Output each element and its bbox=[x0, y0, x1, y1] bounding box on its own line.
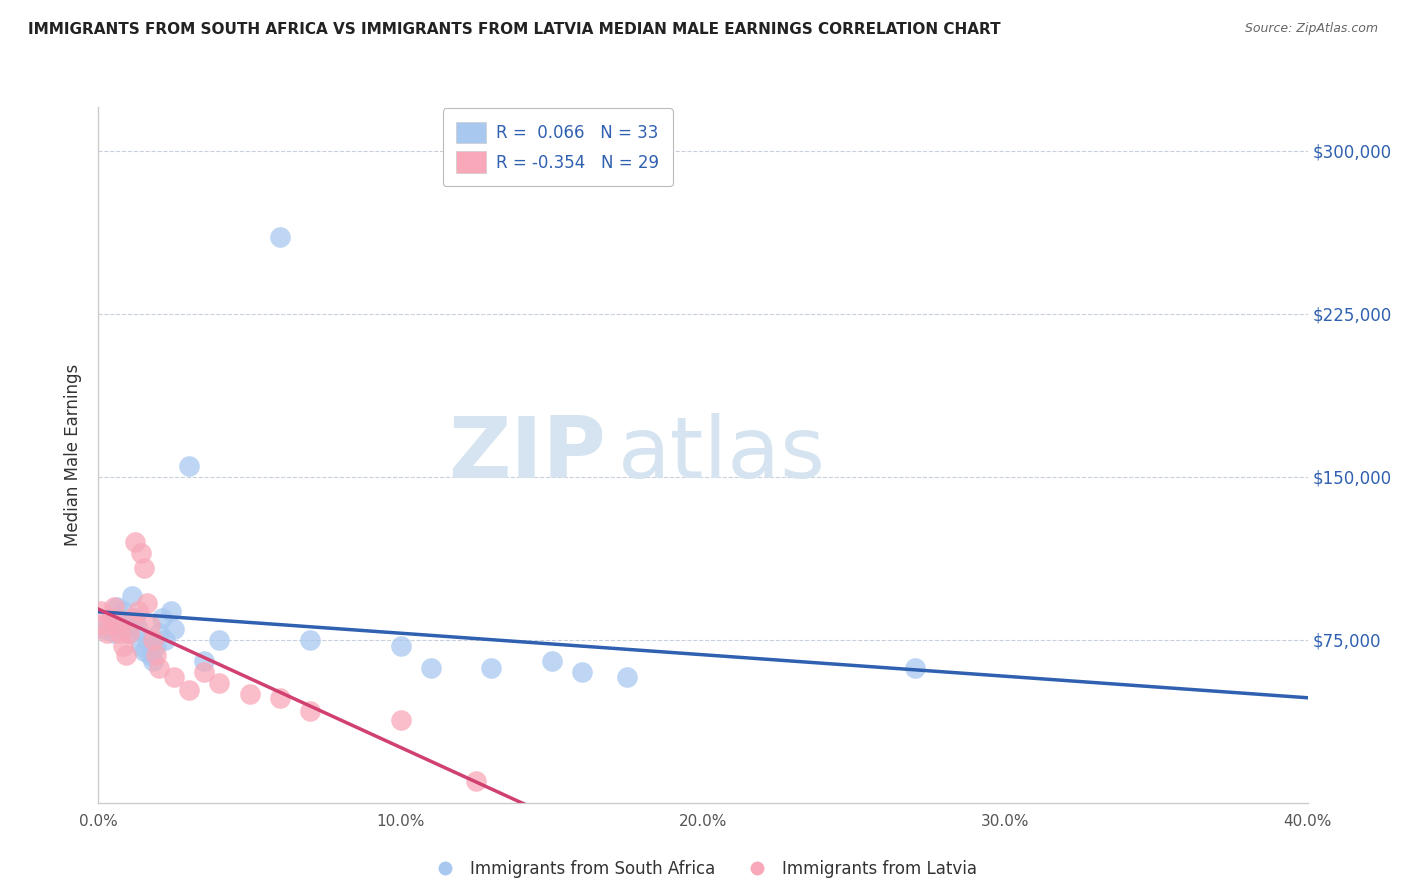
Point bbox=[129, 639, 152, 653]
Point bbox=[132, 561, 155, 575]
Point bbox=[299, 705, 322, 719]
Point bbox=[121, 611, 143, 625]
Point bbox=[121, 589, 143, 603]
Point bbox=[179, 682, 201, 697]
Point bbox=[571, 665, 593, 680]
Text: atlas: atlas bbox=[619, 413, 827, 497]
Point bbox=[616, 670, 638, 684]
Point bbox=[208, 632, 231, 647]
Point bbox=[160, 605, 183, 619]
Point bbox=[129, 546, 152, 560]
Point bbox=[118, 626, 141, 640]
Point bbox=[420, 661, 443, 675]
Point bbox=[142, 632, 165, 647]
Point bbox=[111, 639, 134, 653]
Point bbox=[135, 596, 157, 610]
Point bbox=[208, 676, 231, 690]
Point bbox=[135, 632, 157, 647]
Point bbox=[103, 600, 125, 615]
Point bbox=[96, 626, 118, 640]
Point bbox=[103, 626, 125, 640]
Point bbox=[193, 655, 215, 669]
Point bbox=[114, 648, 136, 662]
Point bbox=[139, 617, 162, 632]
Point bbox=[389, 713, 412, 727]
Legend: Immigrants from South Africa, Immigrants from Latvia: Immigrants from South Africa, Immigrants… bbox=[422, 854, 984, 885]
Point bbox=[163, 622, 186, 636]
Point bbox=[299, 632, 322, 647]
Point bbox=[93, 617, 115, 632]
Point bbox=[139, 648, 162, 662]
Point bbox=[193, 665, 215, 680]
Point bbox=[105, 617, 128, 632]
Y-axis label: Median Male Earnings: Median Male Earnings bbox=[65, 364, 83, 546]
Point bbox=[540, 655, 562, 669]
Point bbox=[100, 611, 122, 625]
Point bbox=[142, 655, 165, 669]
Point bbox=[148, 661, 170, 675]
Point bbox=[150, 611, 173, 625]
Point bbox=[105, 600, 128, 615]
Point bbox=[108, 626, 131, 640]
Point bbox=[269, 230, 291, 244]
Point bbox=[465, 774, 488, 789]
Point bbox=[93, 622, 115, 636]
Point bbox=[127, 622, 149, 636]
Point bbox=[132, 643, 155, 657]
Text: Source: ZipAtlas.com: Source: ZipAtlas.com bbox=[1244, 22, 1378, 36]
Point bbox=[179, 458, 201, 473]
Point bbox=[904, 661, 927, 675]
Point bbox=[145, 648, 167, 662]
Text: ZIP: ZIP bbox=[449, 413, 606, 497]
Point bbox=[269, 691, 291, 706]
Point bbox=[114, 617, 136, 632]
Point bbox=[153, 632, 176, 647]
Point bbox=[148, 626, 170, 640]
Point bbox=[124, 535, 146, 549]
Point bbox=[389, 639, 412, 653]
Point bbox=[239, 687, 262, 701]
Point bbox=[145, 639, 167, 653]
Text: IMMIGRANTS FROM SOUTH AFRICA VS IMMIGRANTS FROM LATVIA MEDIAN MALE EARNINGS CORR: IMMIGRANTS FROM SOUTH AFRICA VS IMMIGRAN… bbox=[28, 22, 1001, 37]
Point bbox=[90, 605, 112, 619]
Point bbox=[163, 670, 186, 684]
Point bbox=[124, 611, 146, 625]
Point bbox=[111, 605, 134, 619]
Point bbox=[100, 611, 122, 625]
Point bbox=[118, 626, 141, 640]
Point bbox=[127, 605, 149, 619]
Point bbox=[481, 661, 503, 675]
